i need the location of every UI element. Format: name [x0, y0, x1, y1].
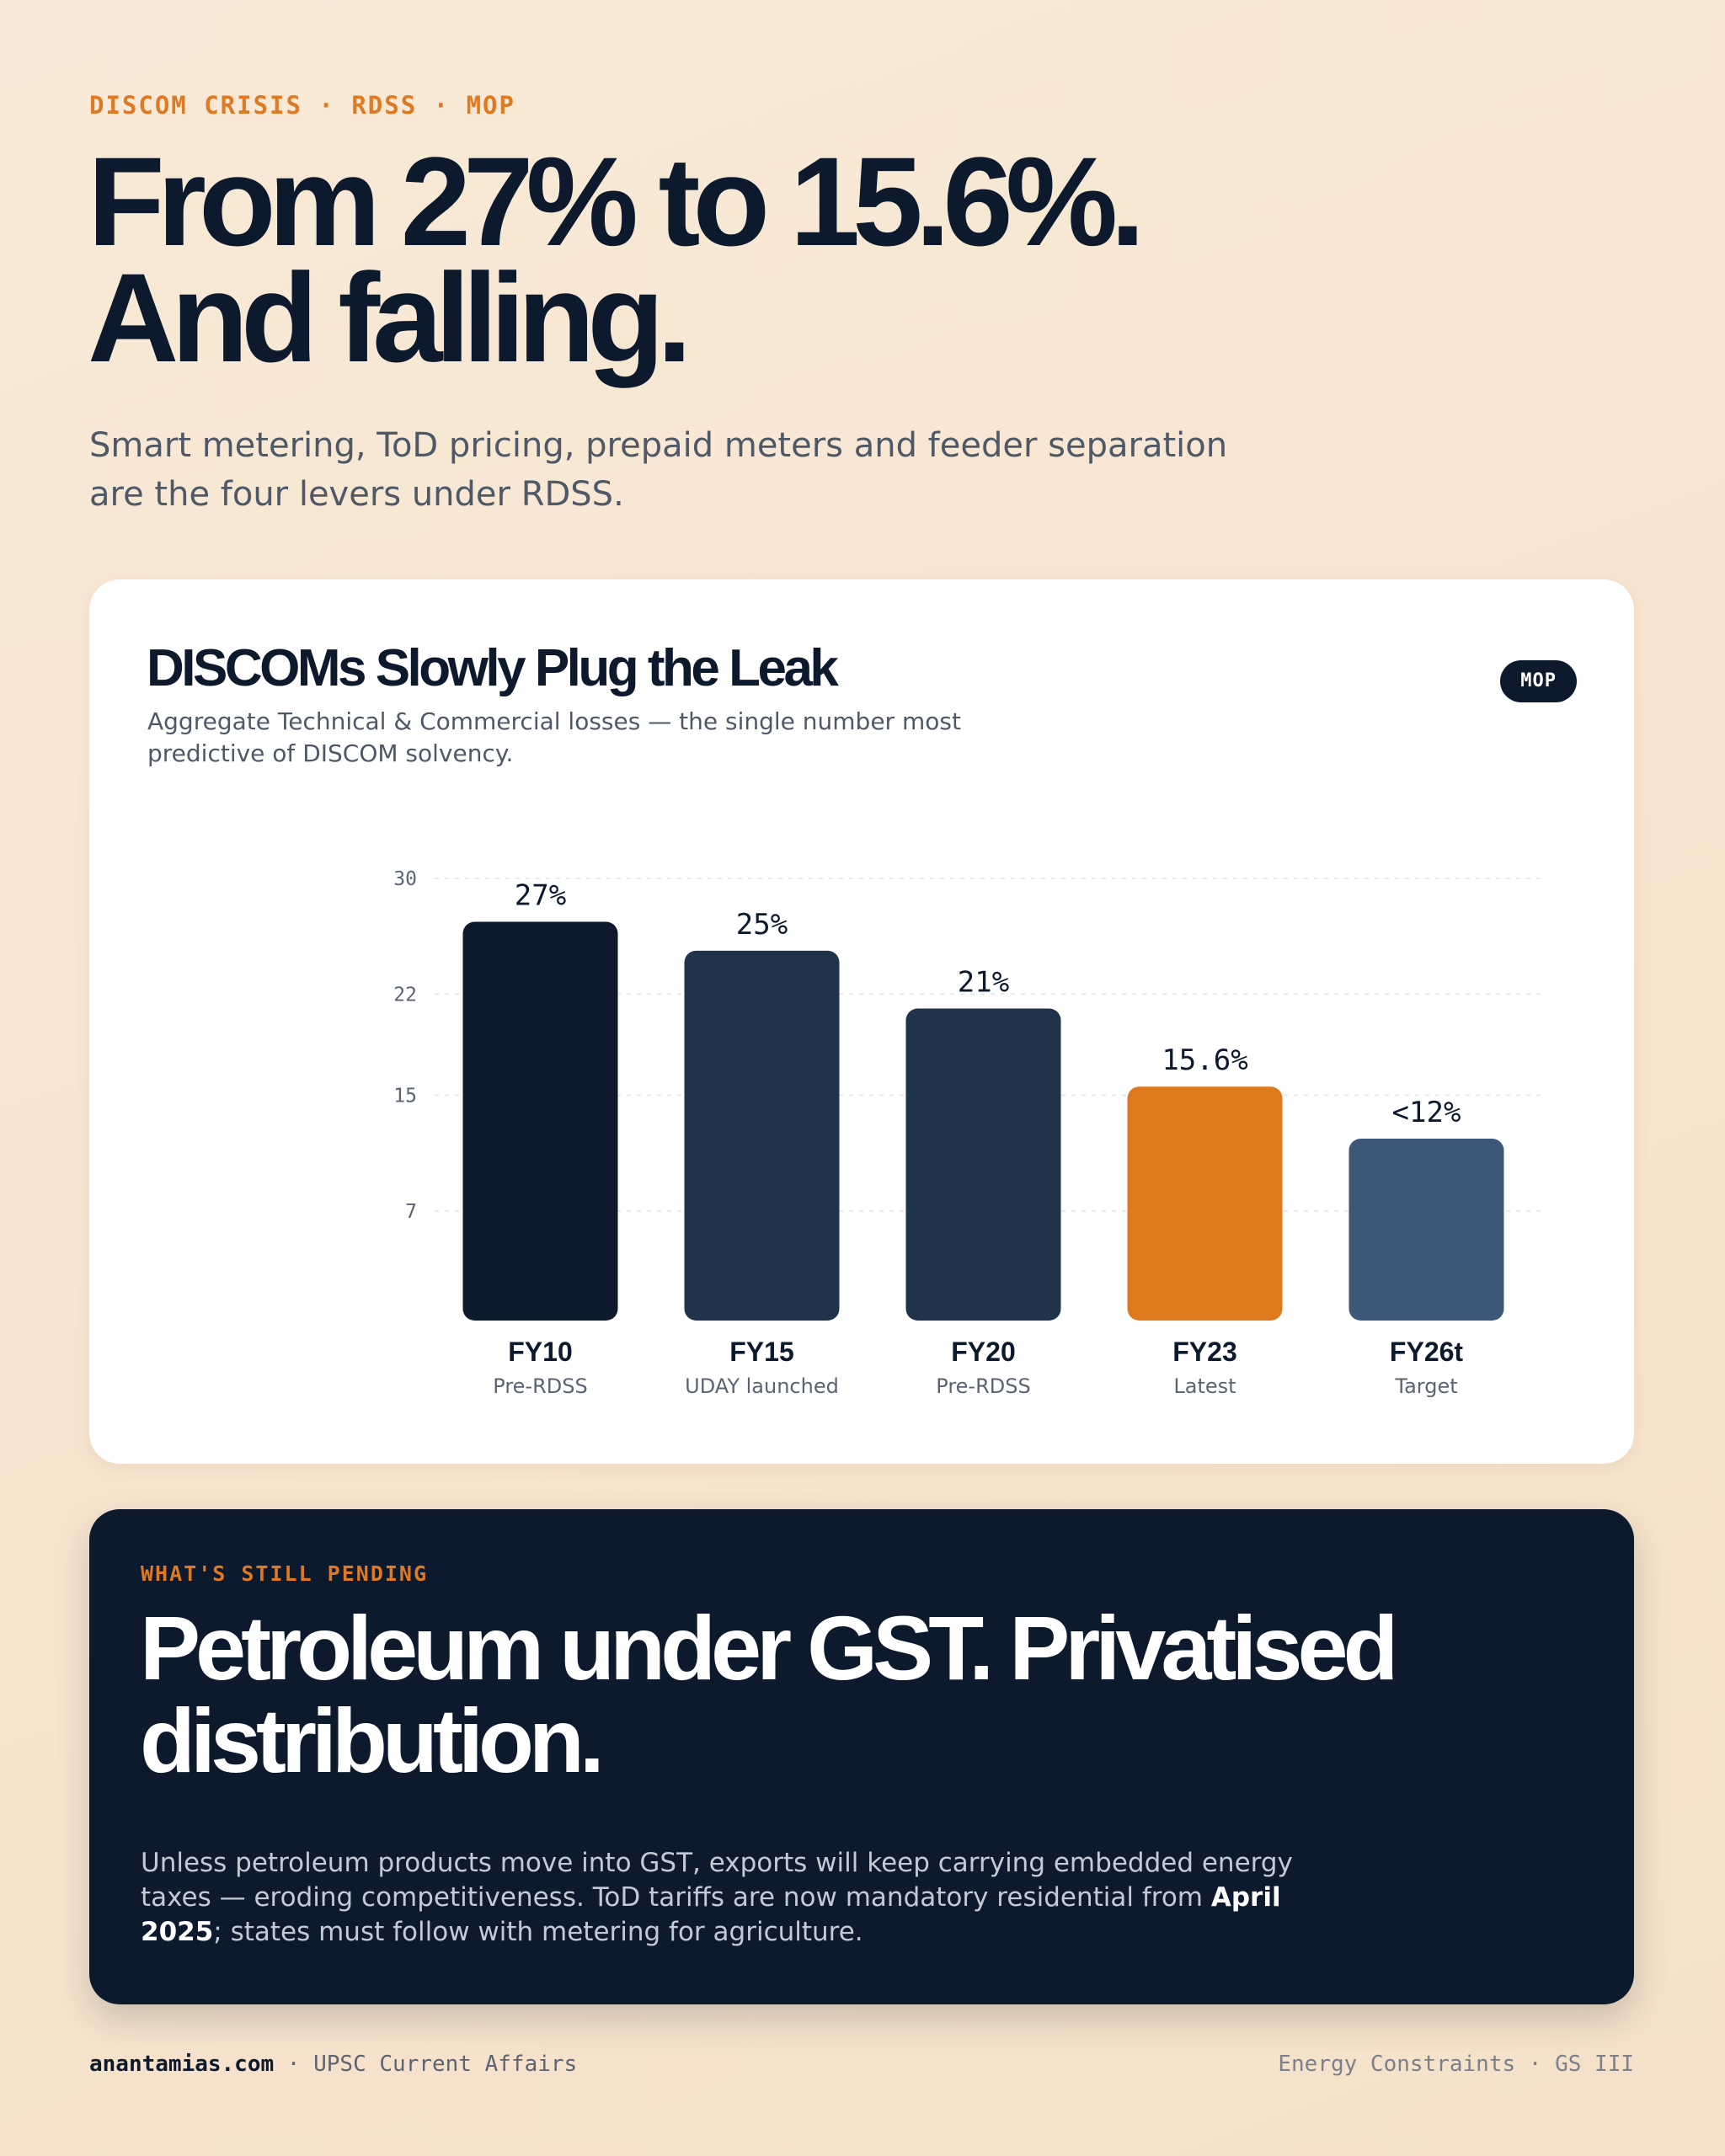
value-label-fy10: 27% — [515, 879, 566, 913]
headline-line-1: From 27% to 15.6%. — [88, 131, 1146, 272]
bar-chart: 7 15 22 30 27% FY10 Pre-RDSS 25% FY15 UDAY launch… — [393, 868, 1542, 1398]
pending-title: Petroleum under GST. Privatised distribu… — [140, 1597, 1398, 1791]
bar-fy26t — [1348, 1139, 1504, 1321]
bar-fy10 — [462, 921, 618, 1321]
pending-body: Unless petroleum products move into GST,… — [141, 1846, 1370, 1950]
footer-section: UPSC Current Affairs — [313, 2052, 578, 2077]
value-label-fy26t: <12% — [1392, 1096, 1461, 1129]
x-sublabel-fy26t: Target — [1394, 1374, 1457, 1398]
x-sublabel-fy15: UDAY launched — [685, 1374, 839, 1398]
chart-card: DISCOMs Slowly Plug the Leak Aggregate T… — [89, 579, 1634, 1464]
pending-card: WHAT'S STILL PENDING Petroleum under GST… — [89, 1509, 1634, 2004]
x-sublabel-fy23: Latest — [1173, 1374, 1236, 1398]
x-sublabel-fy20: Pre-RDSS — [936, 1374, 1030, 1398]
chart-subtitle: Aggregate Technical & Commercial losses … — [147, 707, 961, 767]
value-label-fy20: 21% — [958, 966, 1009, 1000]
y-tick-label-1: 15 — [393, 1086, 417, 1107]
x-label-fy20: FY20 — [951, 1337, 1015, 1367]
x-label-fy10: FY10 — [508, 1337, 572, 1367]
headline: From 27% to 15.6%. And falling. — [88, 131, 1146, 388]
pending-body-date: April 2025 — [141, 1882, 1281, 1947]
pending-kicker: WHAT'S STILL PENDING — [141, 1561, 429, 1586]
bar-fy20 — [905, 1008, 1061, 1321]
bar-fy15 — [684, 950, 840, 1321]
source-badge: MOP — [1500, 660, 1577, 702]
bar-fy23 — [1127, 1086, 1283, 1321]
footer-right: Energy Constraints · GS III — [1278, 2052, 1634, 2077]
x-sublabel-fy10: Pre-RDSS — [493, 1374, 587, 1398]
x-label-fy26t: FY26t — [1390, 1337, 1463, 1367]
value-label-fy23: 15.6% — [1162, 1043, 1247, 1077]
footer-left: anantamias.com · UPSC Current Affairs — [89, 2052, 577, 2077]
pending-body-start: Unless petroleum products move into GST,… — [141, 1848, 1293, 1913]
x-label-fy23: FY23 — [1172, 1337, 1236, 1367]
headline-line-2: And falling. — [88, 247, 692, 388]
chart-title: DISCOMs Slowly Plug the Leak — [147, 639, 839, 697]
value-label-fy15: 25% — [736, 908, 788, 942]
x-label-fy15: FY15 — [729, 1337, 793, 1367]
y-tick-label-0: 7 — [405, 1201, 417, 1223]
pending-body-end: ; states must follow with metering for a… — [213, 1917, 863, 1947]
y-tick-label-2: 22 — [393, 984, 417, 1006]
y-tick-label-3: 30 — [393, 868, 417, 890]
kicker: DISCOM CRISIS · RDSS · MOP — [89, 91, 515, 120]
subhead: Smart metering, ToD pricing, prepaid met… — [89, 426, 1228, 514]
footer-site-link[interactable]: anantamias.com — [89, 2052, 275, 2077]
footer-separator: · — [274, 2052, 314, 2077]
